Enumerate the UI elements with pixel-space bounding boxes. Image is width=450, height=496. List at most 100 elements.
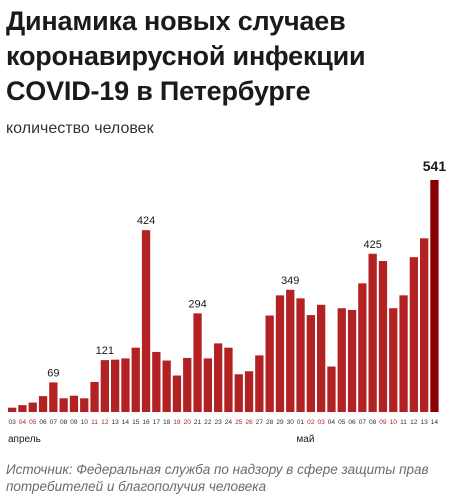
bar-7	[80, 398, 89, 412]
bar-12	[131, 347, 140, 412]
x-tick-label-26: 29	[276, 419, 284, 426]
data-label-35: 425	[363, 239, 381, 251]
bar-8	[90, 381, 99, 412]
bar-20	[214, 343, 223, 412]
bar-15	[162, 360, 171, 412]
bar-2	[28, 402, 37, 412]
bar-23	[244, 371, 254, 412]
x-tick-label-25: 28	[266, 419, 274, 426]
source-note: Источник: Федеральная служба по надзору …	[6, 462, 429, 494]
x-tick-label-5: 08	[60, 419, 68, 426]
x-tick-label-24: 27	[256, 419, 264, 426]
bar-18	[193, 313, 202, 412]
x-tick-label-14: 17	[153, 419, 161, 426]
x-tick-label-21: 24	[225, 419, 233, 426]
bar-32	[337, 308, 346, 412]
x-tick-label-20: 23	[214, 419, 222, 426]
bar-13	[141, 230, 151, 412]
x-tick-label-30: 03	[317, 419, 325, 426]
x-tick-label-28: 01	[297, 419, 305, 426]
data-label-9: 121	[96, 345, 114, 357]
x-tick-label-16: 19	[173, 419, 181, 426]
bar-4	[49, 382, 58, 412]
bar-1	[18, 405, 27, 412]
x-tick-label-2: 05	[29, 419, 37, 426]
bar-36	[378, 261, 388, 412]
chart-subtitle: количество человек	[6, 120, 154, 137]
month-label-28: май	[296, 434, 314, 445]
x-tick-label-23: 26	[245, 419, 253, 426]
x-tick-label-4: 07	[50, 419, 58, 426]
x-tick-label-15: 18	[163, 419, 171, 426]
x-tick-label-31: 04	[328, 419, 336, 426]
bar-14	[152, 351, 161, 412]
bar-28	[296, 298, 305, 412]
x-tick-label-34: 07	[359, 419, 367, 426]
bar-17	[183, 357, 192, 412]
x-tick-label-22: 25	[235, 419, 243, 426]
x-tick-label-11: 14	[122, 419, 130, 426]
x-tick-label-33: 06	[348, 419, 356, 426]
bar-5	[59, 398, 68, 412]
bar-26	[275, 295, 285, 412]
x-tick-label-32: 05	[338, 419, 346, 426]
data-label-13: 424	[137, 215, 155, 227]
x-tick-label-29: 02	[307, 419, 315, 426]
x-tick-label-40: 13	[420, 419, 428, 426]
bar-22	[234, 374, 243, 412]
bar-25	[265, 315, 274, 412]
x-tick-label-13: 16	[142, 419, 150, 426]
x-tick-label-8: 11	[91, 419, 98, 426]
bar-27	[286, 289, 295, 412]
x-tick-label-7: 10	[81, 419, 89, 426]
bar-11	[121, 358, 130, 412]
bar-3	[38, 396, 48, 412]
x-tick-label-10: 13	[111, 419, 119, 426]
bar-21	[224, 347, 233, 412]
bar-30	[317, 304, 326, 412]
x-tick-label-9: 12	[101, 419, 109, 426]
x-tick-label-17: 20	[184, 419, 192, 426]
bar-10	[111, 359, 120, 412]
x-tick-label-36: 09	[379, 419, 387, 426]
bar-41	[430, 180, 439, 412]
bar-0	[8, 407, 17, 412]
data-label-27: 349	[281, 275, 299, 287]
bar-19	[203, 358, 212, 412]
x-tick-label-18: 21	[194, 419, 202, 426]
bars-group	[8, 180, 439, 412]
bar-35	[368, 253, 377, 412]
bar-29	[306, 315, 315, 412]
x-tick-label-0: 03	[8, 419, 16, 426]
data-label-41: 541	[423, 158, 447, 174]
bar-33	[347, 309, 357, 412]
bar-39	[409, 257, 418, 412]
data-label-18: 294	[188, 298, 206, 310]
chart-title: Динамика новых случаев коронавирусной ин…	[6, 6, 366, 106]
bar-16	[172, 375, 182, 412]
month-labels-group: апрель май	[8, 434, 314, 445]
x-tick-label-19: 22	[204, 419, 212, 426]
month-label-0: апрель	[8, 434, 41, 445]
data-label-4: 69	[47, 367, 59, 379]
x-tick-labels-group: 03 04 05 06 07 08 09 10 11 12 13 14 15 16 17 18 19 20 21 22…	[8, 419, 438, 426]
x-tick-label-39: 12	[410, 419, 418, 426]
bar-38	[399, 295, 408, 412]
bar-40	[420, 238, 429, 412]
x-tick-label-27: 30	[287, 419, 295, 426]
x-tick-label-3: 06	[39, 419, 47, 426]
bar-9	[100, 360, 109, 412]
x-tick-label-41: 14	[431, 419, 439, 426]
x-tick-label-6: 09	[70, 419, 78, 426]
x-tick-label-12: 15	[132, 419, 140, 426]
x-tick-label-37: 10	[390, 419, 398, 426]
data-labels-group: 69 121 424 294 349 425 541	[47, 158, 446, 379]
x-tick-label-1: 04	[19, 419, 27, 426]
bar-24	[255, 355, 264, 412]
bar-34	[358, 283, 367, 412]
x-tick-label-38: 11	[400, 419, 407, 426]
bar-37	[389, 308, 398, 412]
bar-31	[327, 366, 336, 412]
x-tick-label-35: 08	[369, 419, 377, 426]
